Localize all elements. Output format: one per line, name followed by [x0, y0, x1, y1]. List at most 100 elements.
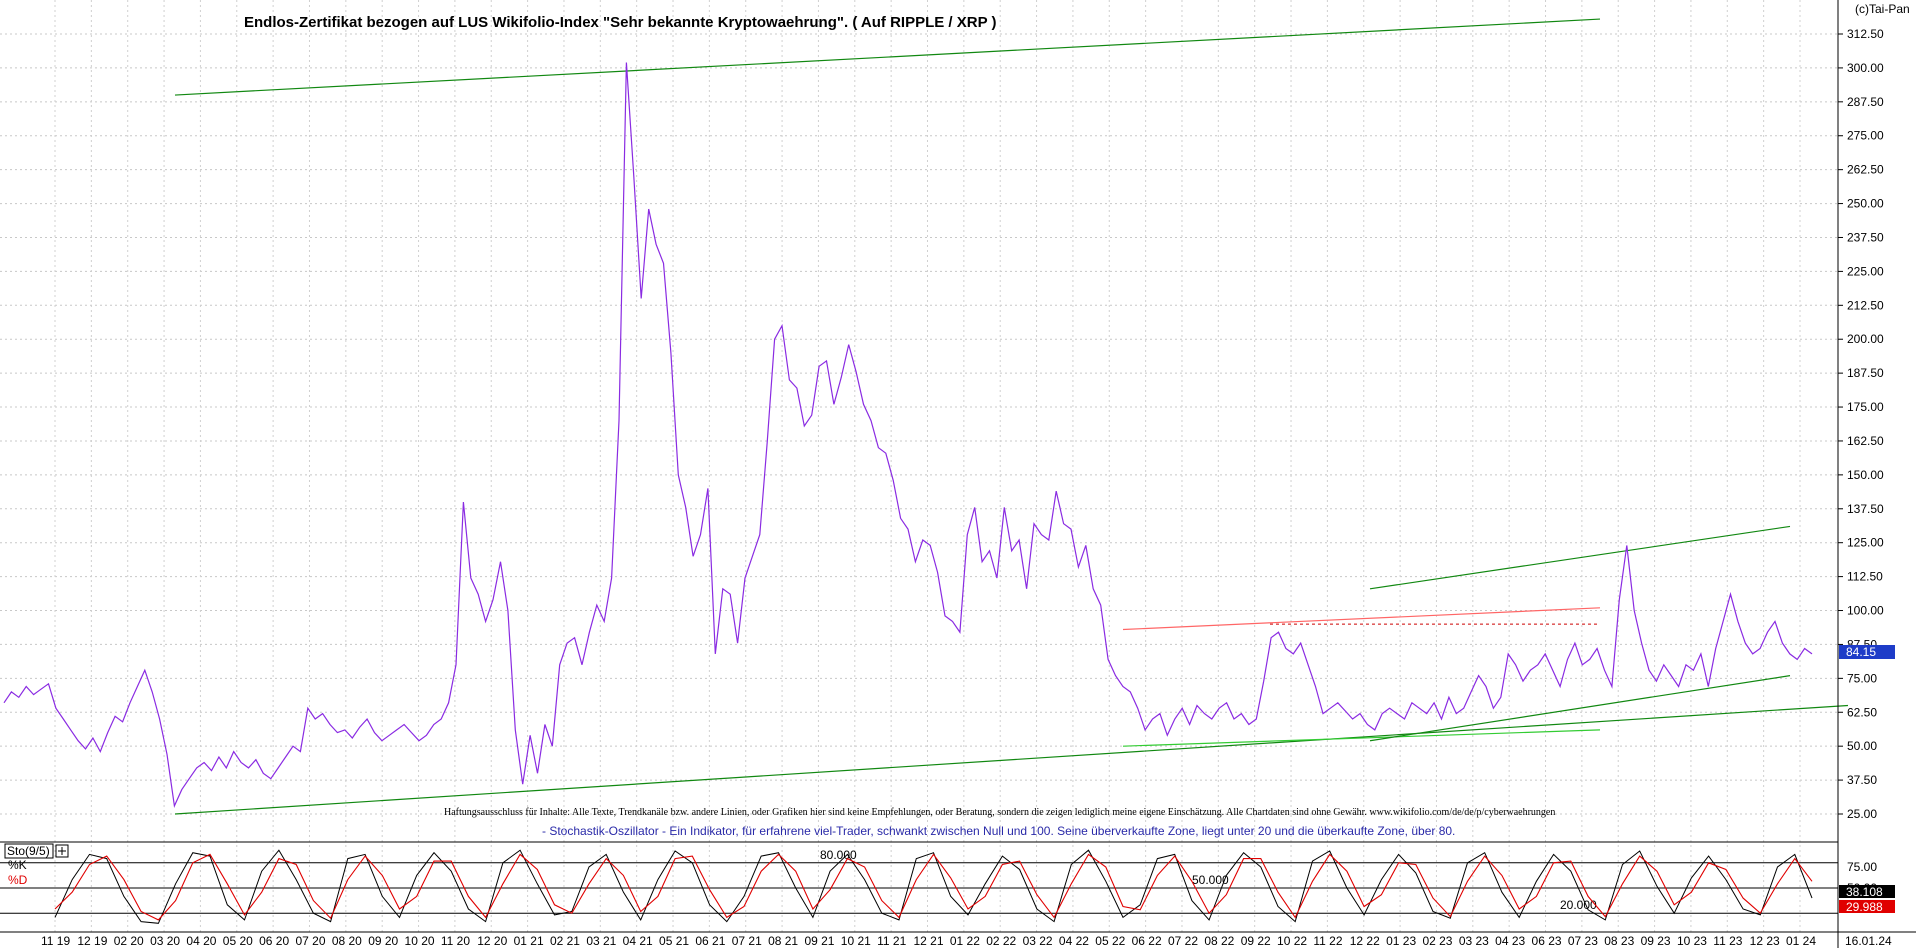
chart-title: Endlos-Zertifikat bezogen auf LUS Wikifo… — [244, 14, 997, 31]
x-tick-label: 09 21 — [804, 934, 834, 948]
x-tick-label: 01 22 — [950, 934, 980, 948]
x-tick-label: 07 20 — [295, 934, 325, 948]
x-tick-label: 06 20 — [259, 934, 289, 948]
k-value-badge — [1839, 885, 1895, 898]
x-tick-label: 01 21 — [514, 934, 544, 948]
y-tick-label: 62.50 — [1847, 705, 1877, 719]
x-tick-label: 08 23 — [1604, 934, 1634, 948]
x-tick-label: 02 22 — [986, 934, 1016, 948]
trendline — [1369, 525, 1791, 590]
osc-y-tick-label: 75.00 — [1847, 860, 1877, 874]
indicator-legend-label: Sto(9/5) — [7, 844, 50, 858]
x-tick-label: 07 22 — [1168, 934, 1198, 948]
y-tick-label: 162.50 — [1847, 434, 1884, 448]
x-tick-label: 07 21 — [732, 934, 762, 948]
x-tick-label: 07 23 — [1568, 934, 1598, 948]
trendline — [174, 18, 1601, 96]
x-tick-label: 05 21 — [659, 934, 689, 948]
x-tick-label: 10 22 — [1277, 934, 1307, 948]
disclaimer-text: Haftungsausschluss für Inhalte: Alle Tex… — [444, 807, 1555, 818]
x-tick-label: 09 20 — [368, 934, 398, 948]
y-tick-label: 287.50 — [1847, 95, 1884, 109]
x-tick-label: 03 22 — [1023, 934, 1053, 948]
y-tick-label: 50.00 — [1847, 739, 1877, 753]
oscillator-description: - Stochastik-Oszillator - Ein Indikator,… — [542, 824, 1455, 838]
y-tick-label: 100.00 — [1847, 604, 1884, 618]
x-tick-label: 12 22 — [1350, 934, 1380, 948]
trendline — [1369, 675, 1791, 742]
x-tick-label: 08 21 — [768, 934, 798, 948]
x-tick-label: 01 24 — [1786, 934, 1816, 948]
x-tick-label: 10 21 — [841, 934, 871, 948]
d-series-label: %D — [8, 873, 28, 887]
x-tick-label: 05 22 — [1095, 934, 1125, 948]
x-tick-label: 09 22 — [1241, 934, 1271, 948]
osc-level-label: 50.000 — [1192, 873, 1229, 887]
x-tick-label: 02 20 — [114, 934, 144, 948]
k-series-label: %K — [8, 858, 27, 872]
y-tick-label: 112.50 — [1847, 570, 1883, 584]
y-tick-label: 312.50 — [1847, 27, 1884, 41]
trendlines — [174, 18, 1849, 815]
x-tick-label: 08 22 — [1204, 934, 1234, 948]
x-tick-label: 10 20 — [405, 934, 435, 948]
trendline — [1122, 729, 1601, 747]
trendline — [1122, 607, 1601, 631]
x-tick-label: 11 19 — [41, 934, 70, 948]
x-tick-label: 04 22 — [1059, 934, 1089, 948]
x-tick-label: 06 22 — [1132, 934, 1162, 948]
x-tick-label: 12 21 — [914, 934, 944, 948]
y-axis-ticks: 312.50 300.00 287.50 275.00 262.50 250.00 237.… — [1838, 27, 1884, 821]
x-tick-label: 12 19 — [77, 934, 107, 948]
x-tick-label: 03 20 — [150, 934, 180, 948]
x-tick-label: 12 23 — [1750, 934, 1780, 948]
y-tick-label: 175.00 — [1847, 400, 1884, 414]
y-tick-label: 262.50 — [1847, 163, 1884, 177]
x-tick-label: 04 21 — [623, 934, 653, 948]
y-tick-label: 200.00 — [1847, 332, 1884, 346]
x-tick-label: 11 23 — [1713, 934, 1742, 948]
y-tick-label: 225.00 — [1847, 264, 1884, 278]
y-tick-label: 237.50 — [1847, 230, 1884, 244]
k-value-label: 38.108 — [1846, 885, 1883, 899]
x-tick-label: 02 23 — [1422, 934, 1452, 948]
last-value-label: 84.15 — [1846, 645, 1876, 659]
d-series-line — [54, 853, 1813, 921]
y-tick-label: 300.00 — [1847, 61, 1884, 75]
x-tick-label: 01 23 — [1386, 934, 1416, 948]
y-tick-label: 275.00 — [1847, 129, 1884, 143]
x-tick-label: 04 20 — [186, 934, 216, 948]
d-value-badge — [1839, 900, 1895, 913]
x-axis-ticks: 11 19 12 19 02 20 03 20 04 20 05 20 06 20 07 20… — [41, 934, 1816, 948]
y-tick-label: 150.00 — [1847, 468, 1884, 482]
x-tick-label: 11 20 — [441, 934, 470, 948]
x-tick-label: 03 23 — [1459, 934, 1489, 948]
indicator-legend-box[interactable] — [4, 843, 54, 859]
x-end-date-label: 16.01.24 — [1845, 934, 1892, 948]
x-tick-label: 02 21 — [550, 934, 580, 948]
x-tick-label: 04 23 — [1495, 934, 1525, 948]
x-tick-label: 12 20 — [477, 934, 507, 948]
copyright-label: (c)Tai-Pan — [1855, 2, 1910, 16]
x-tick-label: 05 20 — [223, 934, 253, 948]
y-tick-label: 37.50 — [1847, 773, 1877, 787]
k-series-line — [54, 849, 1813, 924]
d-value-label: 29.988 — [1846, 900, 1883, 914]
x-tick-label: 06 21 — [695, 934, 725, 948]
y-tick-label: 187.50 — [1847, 366, 1884, 380]
y-tick-label: 212.50 — [1847, 298, 1884, 312]
y-tick-label: 250.00 — [1847, 197, 1884, 211]
x-tick-label: 08 20 — [332, 934, 362, 948]
x-tick-label: 11 21 — [877, 934, 906, 948]
price-series-line — [3, 62, 1813, 809]
x-grid — [54, 0, 1801, 932]
main-grid — [0, 33, 1838, 815]
y-tick-label: 125.00 — [1847, 536, 1884, 550]
x-tick-label: 09 23 — [1641, 934, 1671, 948]
x-tick-label: 03 21 — [586, 934, 616, 948]
x-tick-label: 10 23 — [1677, 934, 1707, 948]
trendline — [174, 704, 1849, 815]
x-tick-label: 06 23 — [1532, 934, 1562, 948]
